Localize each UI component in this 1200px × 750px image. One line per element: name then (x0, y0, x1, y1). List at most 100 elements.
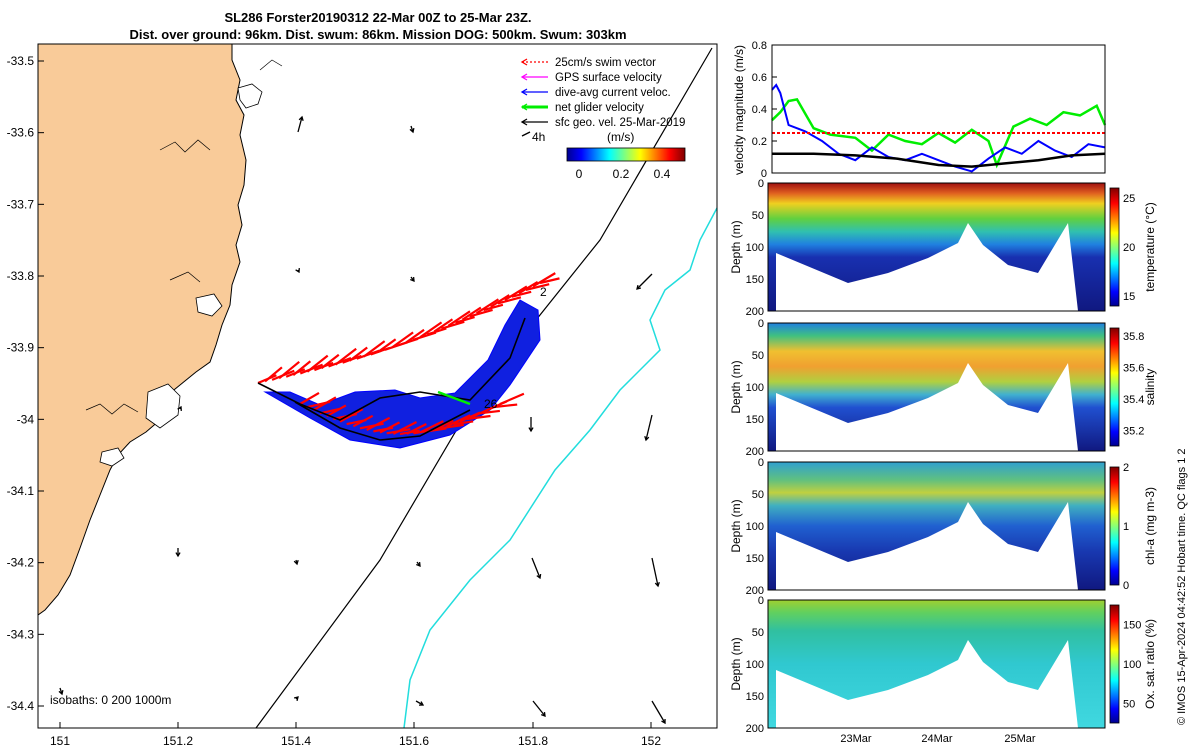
depth-tick-label: 150 (746, 553, 764, 565)
depth-tick-label: 50 (752, 350, 764, 362)
geo-vector-head (416, 561, 421, 568)
swim-vector (504, 285, 528, 302)
isobath-1000m (403, 207, 718, 729)
depth-tick-label: 0 (758, 457, 764, 469)
depth-tick-label: 100 (746, 242, 764, 254)
swim-vector (359, 422, 384, 430)
map-x-tick-label: 152 (641, 734, 661, 748)
depth-tick-label: 50 (752, 210, 764, 222)
map-y-tick-label: -33.6 (7, 126, 35, 140)
estuary-port-hacking (99, 447, 125, 467)
seafloor-mask (768, 363, 1078, 451)
swim-vector (334, 347, 357, 366)
section-frame (767, 461, 1106, 591)
geo-vector (415, 700, 424, 706)
legend-arrowhead (520, 118, 528, 126)
swim-vector (278, 360, 300, 380)
swim-vector (377, 338, 397, 354)
swim-vector (299, 391, 320, 405)
section-colorbar (1109, 466, 1120, 586)
colorbar-tick-label: 0.2 (613, 167, 630, 181)
velocity-y-tick-label: 0.8 (752, 40, 767, 52)
swim-vector (406, 423, 427, 435)
velocity-series-line (771, 83, 1106, 173)
velocity-series-line (772, 152, 1106, 168)
credit-text: © IMOS 15-Apr-2024 04:42:52 Hobart time.… (1176, 448, 1188, 725)
colorbar-label: temperature (°C) (1143, 202, 1157, 292)
swim-vector (363, 340, 386, 358)
geo-vector-head (654, 582, 660, 588)
speed-colorbar (566, 147, 686, 162)
seafloor-mask (768, 223, 1078, 311)
legend-label: sfc geo. vel. 25-Mar-2019 (555, 117, 685, 129)
colorbar-tick-label: 2 (1123, 462, 1129, 474)
swim-vector (392, 421, 418, 435)
section-colorbar (1109, 187, 1120, 307)
swim-vector (525, 283, 550, 291)
figure-title-line1: SL286 Forster20190312 22-Mar 00Z to 25-M… (224, 10, 531, 25)
section-frame (767, 182, 1106, 312)
swim-vector (483, 303, 504, 312)
depth-tick-label: 200 (746, 723, 764, 735)
colorbar-tick-label: 50 (1123, 698, 1135, 710)
section-panel: 0 50 100 150 200 Depth (m) 35.8 35.6 35.4 35.2 sal… (729, 318, 1157, 458)
swim-vector (426, 327, 447, 336)
geo-vector-head (409, 127, 415, 134)
velocity-y-tick-label: 0.4 (752, 104, 767, 116)
map-y-tick-label: -33.9 (7, 341, 35, 355)
colorbar-tick-label: 20 (1123, 242, 1135, 254)
geo-vector (531, 557, 541, 579)
velocity-y-tick-label: 0.6 (752, 72, 767, 84)
swim-vector (264, 366, 283, 383)
velocity-y-tick-label: 0.2 (752, 136, 767, 148)
river-squiggles (85, 59, 283, 415)
legend-label: net glider velocity (555, 102, 644, 114)
velocity-y-label: velocity magnitude (m/s) (732, 45, 746, 175)
map-panel: 2 26 25cm/s swim vector GPS surface veloc… (7, 43, 718, 748)
swim-vector (499, 392, 525, 406)
geo-vector-head (298, 115, 304, 122)
depth-tick-label: 0 (758, 318, 764, 330)
swim-vector (433, 318, 454, 333)
geo-vector-head (177, 405, 182, 412)
depth-axis-label: Depth (m) (729, 220, 743, 273)
geo-velocity-vectors (58, 115, 666, 725)
colorbar-label: chl-a (mg m-3) (1143, 487, 1157, 565)
map-y-tick-label: -33.5 (7, 54, 35, 68)
colorbar-unit: (m/s) (607, 130, 634, 144)
colorbar-tick-label: 35.4 (1123, 394, 1144, 406)
legend-arrowhead (520, 103, 528, 111)
legend-arrowhead (520, 73, 528, 81)
swim-vector (419, 420, 444, 434)
geo-vector (532, 700, 546, 717)
swim-vector (532, 272, 556, 288)
speed-colorbar-ticks: 0 0.2 0.4 (576, 167, 671, 181)
legend-arrowhead (520, 58, 528, 66)
swim-vector (490, 294, 510, 308)
geo-vector-head (661, 718, 666, 725)
geo-vector (297, 116, 303, 133)
depth-tick-label: 200 (746, 446, 764, 458)
colorbar-tick-label: 1 (1123, 521, 1129, 533)
map-x-tick-label: 151 (50, 734, 70, 748)
swim-vector (511, 290, 532, 298)
colorbar-tick-label: 35.8 (1123, 331, 1144, 343)
day-label-start: 2 (540, 285, 547, 299)
date-tick-label: 24Mar (921, 733, 953, 745)
legend-label: dive-avg current veloc. (555, 87, 671, 99)
depth-tick-label: 150 (746, 274, 764, 286)
geo-vector-head (636, 284, 642, 290)
swim-vector (379, 421, 401, 434)
estuary-north (237, 83, 263, 109)
estuary-mid (195, 293, 223, 317)
swim-vector (447, 310, 471, 327)
seafloor-mask (768, 502, 1078, 590)
map-x-ticks: 151 151.2 151.4 151.6 151.8 152 (50, 722, 661, 748)
geo-vector-head (644, 435, 650, 442)
depth-tick-label: 0 (758, 178, 764, 190)
map-y-tick-label: -34 (17, 412, 35, 426)
geo-vector-head (418, 701, 425, 706)
geo-vector-head (536, 573, 542, 580)
